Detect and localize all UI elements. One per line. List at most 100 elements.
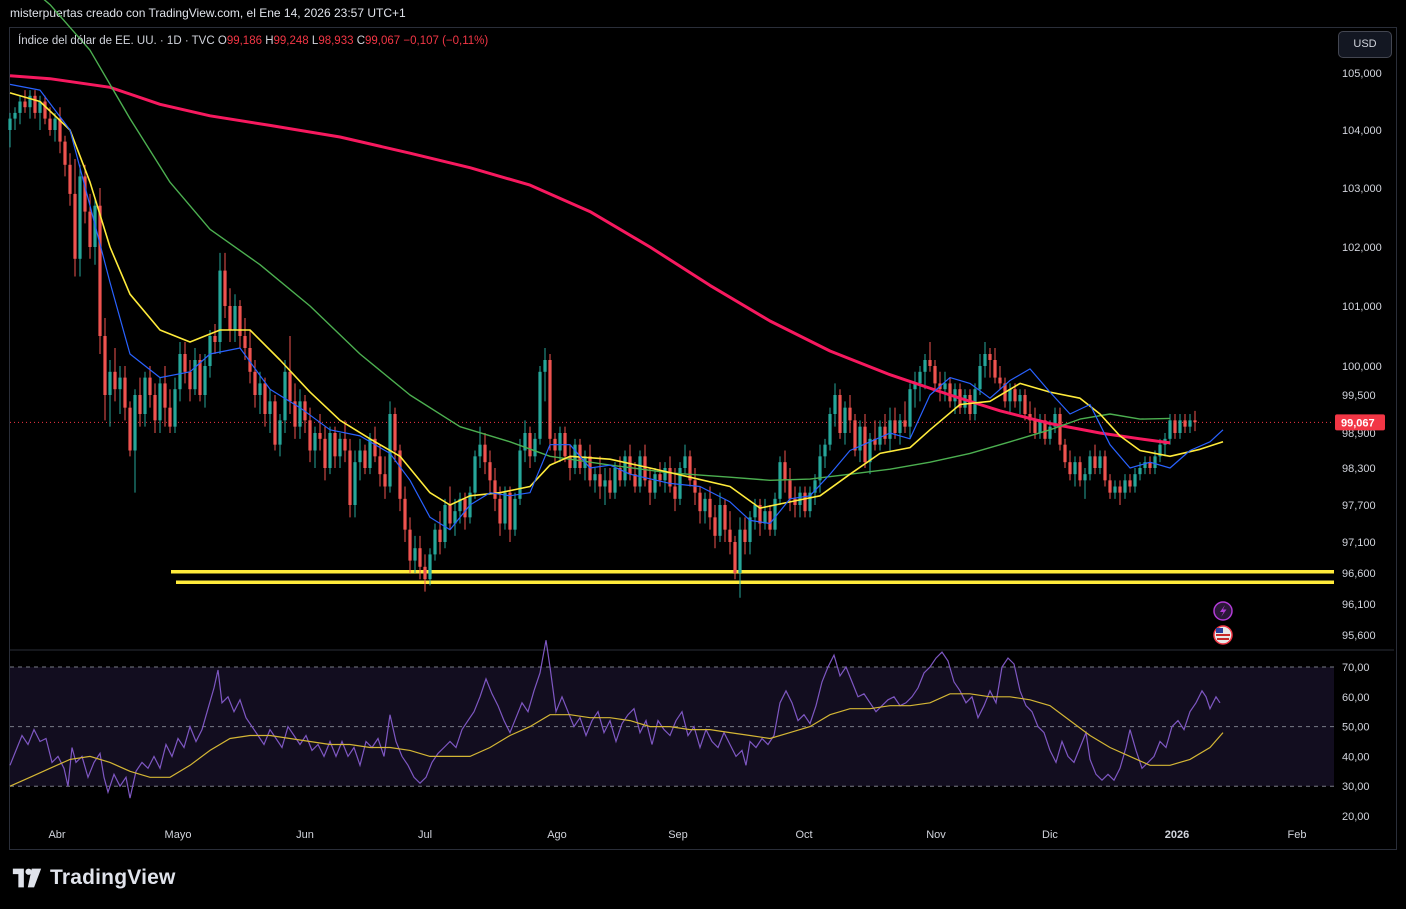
price-tick-label: 99,500 [1342,390,1376,402]
candle-body [188,371,192,390]
candle-body [753,505,757,518]
rsi-pane [9,640,1334,799]
candle-body [98,205,102,336]
candle-body [33,95,37,113]
candle-body [333,433,337,457]
candle-body [443,505,447,542]
candle-body [913,383,917,390]
candle-body [903,420,907,427]
candle-body [743,529,747,542]
candle-body [413,548,417,561]
candle-body [58,118,62,142]
candle-body [173,389,177,427]
candle-body [543,360,547,372]
flash-icon-glyph [1220,605,1227,617]
low-label: L [311,35,319,47]
candle-body [288,371,292,402]
candle-body [518,450,522,499]
candle-body [483,444,487,463]
candle-body [1068,462,1072,475]
candle-body [423,566,427,580]
candle-body [963,395,967,408]
candle-body [843,407,847,433]
candle-body [548,360,552,439]
time-tick-label: Mayo [165,829,192,841]
candles [8,90,1197,598]
low-value: 98,933 [318,35,354,47]
candle-body [1048,426,1052,439]
rsi-ma-line [9,693,1224,787]
candle-body [833,395,837,414]
candle-body [668,468,672,487]
candle-body [718,505,722,536]
price-tick-label: 105,000 [1342,68,1382,80]
us-flag-stripes [1217,638,1229,640]
candle-body [638,456,642,487]
price-axis: 105,000 104,000 103,000 102,000 101,000 100,0… [1335,68,1385,642]
tradingview-logo[interactable]: TradingView [12,866,176,890]
candle-body [213,336,217,342]
price-tick-label: 96,100 [1342,599,1376,611]
candle-body [438,529,442,542]
candle-body [118,377,122,390]
event-icons[interactable] [1213,601,1233,645]
candle-body [248,348,252,372]
time-tick-label: 2026 [1165,829,1189,841]
candle-body [1018,395,1022,402]
candle-body [738,529,742,573]
candle-body [928,360,932,366]
candle-body [258,383,262,395]
candle-body [783,462,787,481]
candle-body [538,371,542,439]
candle-body [1038,420,1042,433]
candle-body [878,426,882,445]
symbol-title[interactable]: Índice del dólar de EE. UU. · 1D · TVC [18,35,215,47]
candle-body [1153,456,1157,468]
open-value: 99,186 [226,35,262,47]
candle-body [623,456,627,481]
candle-body [663,468,667,481]
candle-body [533,438,537,457]
moving-averages [9,0,1224,531]
candle-body [308,420,312,451]
candle-body [603,480,607,487]
candle-body [628,456,632,475]
price-tick-label: 101,000 [1342,301,1382,313]
candle-body [968,395,972,414]
candle-body [923,360,927,372]
candle-body [1178,420,1182,433]
candle-body [28,95,32,108]
time-tick-label: Dic [1042,829,1058,841]
candle-body [253,371,257,395]
candle-body [998,377,1002,384]
candle-body [178,354,182,390]
candle-body [918,371,922,384]
candle-body [758,505,762,524]
candle-body [103,336,107,395]
candle-body [898,420,902,433]
candle-body [853,420,857,451]
price-tick-label: 95,600 [1342,630,1376,642]
candle-body [1023,395,1027,414]
candle-body [323,438,327,468]
candle-body [348,450,352,505]
candle-body [243,336,247,348]
rsi-tick-label: 30,00 [1342,781,1370,793]
candle-body [993,360,997,378]
high-value: 99,248 [273,35,309,47]
candle-body [198,360,202,395]
price-tick-label: 97,700 [1342,500,1376,512]
price-tick-label: 98,300 [1342,463,1376,475]
candle-body [408,529,412,561]
candle-body [153,395,157,421]
candle-body [158,383,162,421]
rsi-tick-label: 20,00 [1342,811,1370,823]
candle-body [1098,456,1102,468]
price-tick-label: 100,000 [1342,361,1382,373]
currency-button[interactable]: USD [1338,31,1392,58]
candle-body [338,438,342,457]
candle-body [1128,480,1132,487]
candle-body [428,554,432,580]
rsi-tick-label: 60,00 [1342,692,1370,704]
